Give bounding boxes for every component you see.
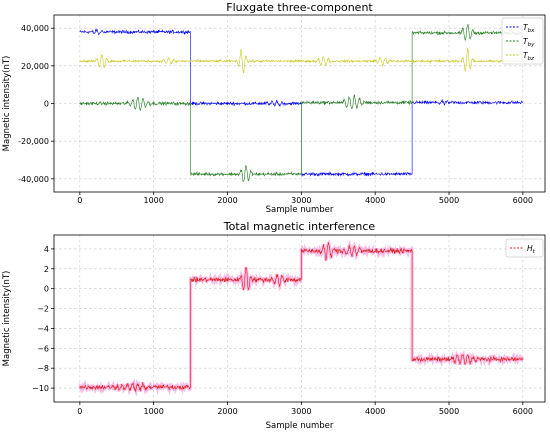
x-tick-label: 2000 <box>217 196 237 205</box>
y-axis-label: Magnetic intensity(nT) <box>2 271 12 367</box>
y-tick-label: −8 <box>37 364 49 373</box>
plot-area <box>78 239 525 397</box>
x-tick-label: 0 <box>77 196 82 205</box>
y-tick-label: -20,000 <box>18 137 49 146</box>
y-tick-label: −4 <box>37 324 49 333</box>
x-tick-label: 6000 <box>513 196 533 205</box>
x-tick-label: 4000 <box>365 196 385 205</box>
x-tick-label: 1000 <box>143 407 163 416</box>
plot-frame <box>53 234 546 403</box>
chart-panel-2: Total magnetic interference 0 1000 2000 3000… <box>2 220 546 431</box>
chart-panel-1: Fluxgate three-component 0 1000 2000 3000 400… <box>2 1 546 215</box>
x-tick-label: 6000 <box>513 407 533 416</box>
y-tick-label: −2 <box>37 305 49 314</box>
legend: Tbx Tby Tbz <box>501 17 544 65</box>
y-tick-label: -40,000 <box>18 175 49 184</box>
x-tick-label: 0 <box>77 407 82 416</box>
plot-area <box>79 23 524 182</box>
legend-box <box>505 238 544 258</box>
series-line-T_by <box>79 23 524 182</box>
y-tick-label: 0 <box>44 100 49 109</box>
legend-label-T_bz: Tbz <box>523 51 534 62</box>
x-axis-label: Sample number <box>266 421 334 431</box>
chart-title: Fluxgate three-component <box>226 1 373 14</box>
x-axis-label: Sample number <box>266 205 334 215</box>
legend-label-T_by: Tby <box>523 37 535 48</box>
y-tick-label: −6 <box>37 344 49 353</box>
x-tick-label: 3000 <box>291 196 311 205</box>
legend-label-T_bx: Tbx <box>523 23 535 34</box>
legend-label-H_t: Ht <box>527 244 536 255</box>
x-tick-label: 4000 <box>365 407 385 416</box>
y-tick-label: 0 <box>44 285 49 294</box>
y-axis-label: Magnetic intensity(nT) <box>2 56 12 152</box>
x-tick-label: 5000 <box>439 196 459 205</box>
y-tick-label: 2 <box>44 265 49 274</box>
y-tick-label: 20,000 <box>21 62 49 71</box>
x-tick-label: 5000 <box>439 407 459 416</box>
y-tick-label: 4 <box>44 245 49 254</box>
x-tick-label: 1000 <box>143 196 163 205</box>
x-tick-label: 2000 <box>217 407 237 416</box>
series-line-T_bz <box>79 48 524 73</box>
chart-title: Total magnetic interference <box>223 220 376 233</box>
legend: Ht <box>505 238 544 258</box>
series-line-H_t <box>79 242 524 393</box>
y-tick-label: 40,000 <box>21 24 49 33</box>
x-tick-label: 3000 <box>291 407 311 416</box>
legend-box <box>501 17 544 65</box>
y-tick-label: −10 <box>32 384 49 393</box>
